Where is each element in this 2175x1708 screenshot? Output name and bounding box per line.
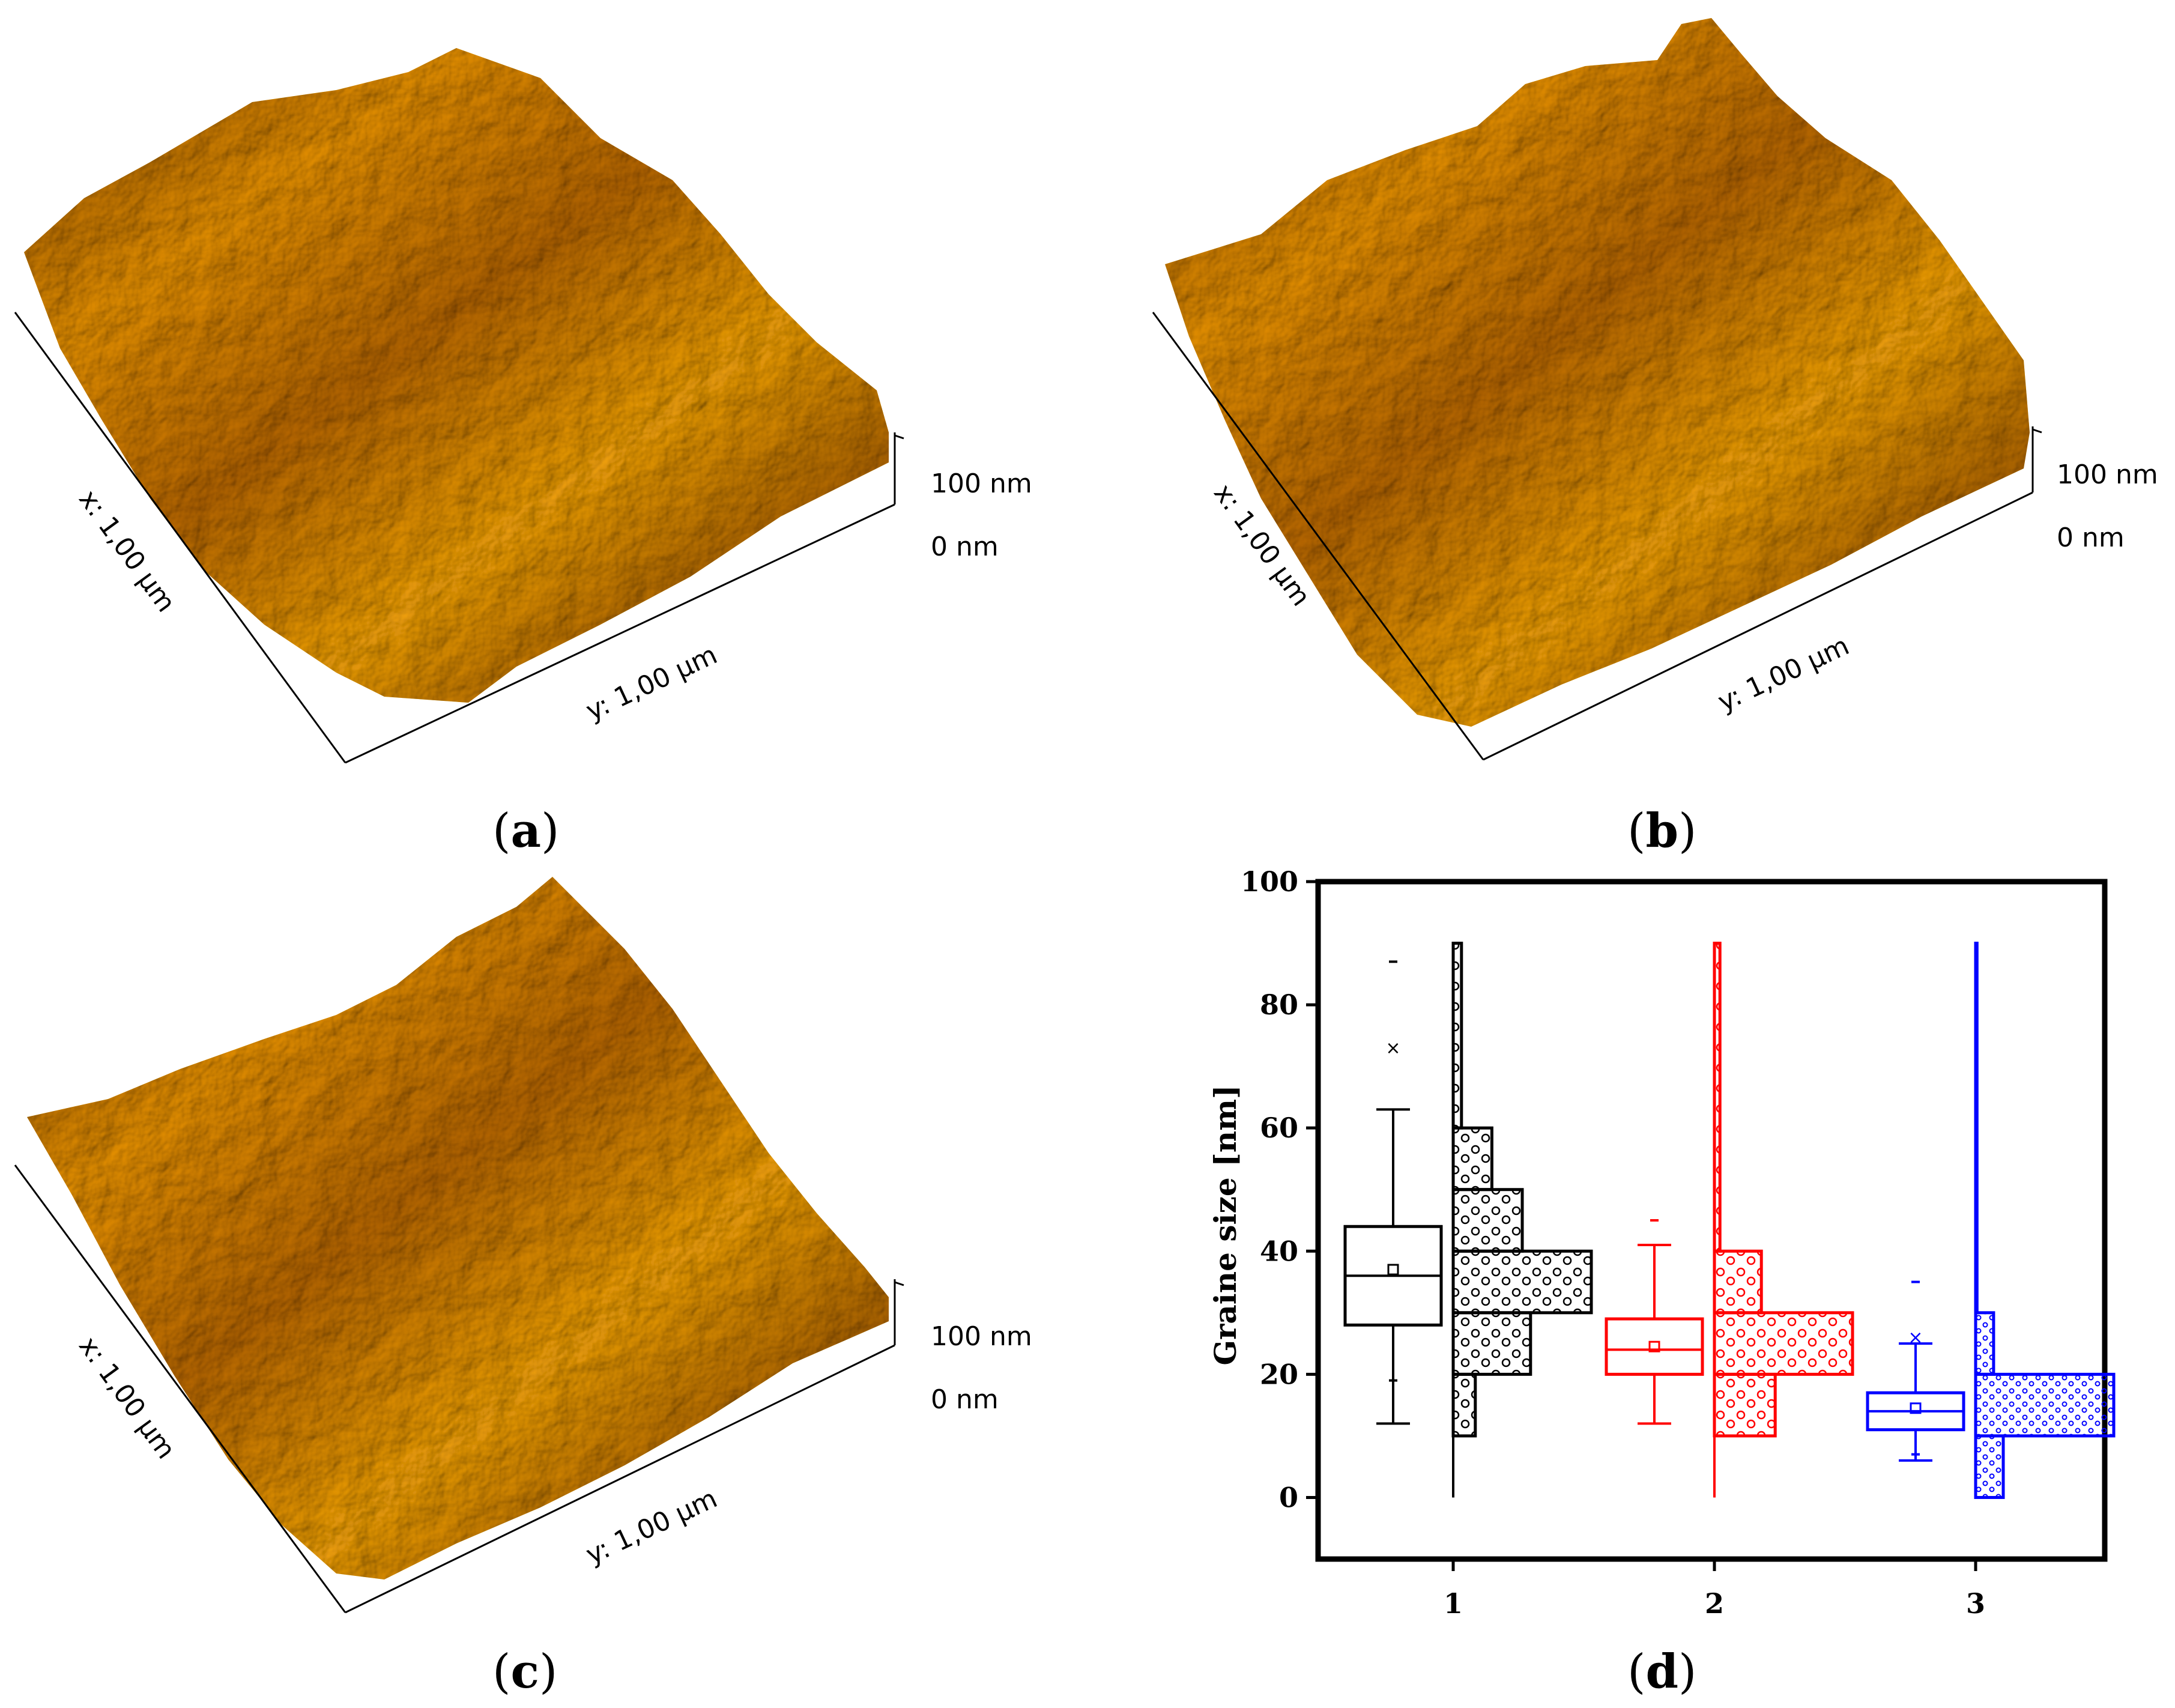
histogram-bar [1974,1434,2005,1499]
histogram-bar [1974,1372,2116,1438]
mean-marker [1910,1402,1922,1414]
caption-b: (b) [1627,804,1696,858]
histogram-bar [1451,942,1463,1130]
afm-surface-a [24,48,889,703]
x-tick-label: 2 [1705,1587,1724,1620]
z-min-label-a: 0 nm [931,531,999,562]
caption-a: (a) [492,804,559,858]
z-max-label-a: 100 nm [931,468,1032,499]
y-axis-label-a: y: 1,00 µm [581,640,722,727]
outlier-marker: × [1908,1327,1923,1348]
histogram-bar [1713,1249,1763,1315]
x-axis-ticks: 1 2 3 [1444,1559,1985,1620]
afm-panel-a: x: 1,00 µm y: 1,00 µm 100 nm 0 nm (a) [14,48,1032,858]
y-axis-ticks: 0 20 40 60 80 100 [1241,865,1318,1513]
mean-marker [1648,1340,1660,1352]
y-axis-label-c: y: 1,00 µm [581,1483,722,1570]
histogram-bar [1713,1372,1777,1438]
histogram-bar [1451,1372,1477,1438]
afm-panel-c: x: 1,00 µm y: 1,00 µm 100 nm 0 nm (c) [14,877,1032,1699]
histogram-bar [1713,1311,1854,1376]
y-tick-label: 20 [1260,1358,1298,1390]
histogram-bar [1974,942,1979,1315]
series-1: × [1343,942,1593,1498]
outlier-marker: × [1385,1038,1400,1059]
histogram-bar [1451,1311,1532,1376]
histogram-bar [1974,1311,1995,1376]
y-axis-title: Graine size [nm] [1208,1085,1243,1365]
series-2 [1605,942,1854,1498]
series-layer: ×× [1343,942,2116,1499]
y-tick-label: 60 [1260,1112,1298,1144]
y-tick-label: 0 [1279,1481,1298,1513]
afm-surface-b [1165,18,2030,727]
z-min-label-c: 0 nm [931,1384,999,1415]
series-3: × [1866,942,2116,1499]
afm-panel-b: x: 1,00 µm y: 1,00 µm 100 nm 0 nm (b) [1152,18,2158,858]
x-tick-label: 1 [1444,1587,1463,1620]
z-max-label-b: 100 nm [2057,459,2158,490]
x-tick-label: 3 [1966,1587,1985,1620]
histogram-bar [1451,1188,1524,1253]
y-tick-label: 80 [1260,989,1298,1021]
z-max-label-c: 100 nm [931,1321,1032,1352]
z-min-label-b: 0 nm [2057,522,2125,553]
mean-marker [1387,1264,1399,1276]
afm-surface-c [27,877,889,1579]
y-tick-label: 100 [1241,865,1298,898]
caption-c: (c) [492,1644,557,1699]
histogram-bar [1451,1249,1593,1315]
histogram-bar [1713,942,1722,1253]
y-axis-label-b: y: 1,00 µm [1713,631,1854,718]
caption-d: (d) [1627,1644,1696,1699]
y-tick-label: 40 [1260,1235,1298,1267]
box-iqr [1605,1317,1704,1376]
plot-frame [1315,879,2108,1562]
histogram-bar [1451,1126,1493,1192]
